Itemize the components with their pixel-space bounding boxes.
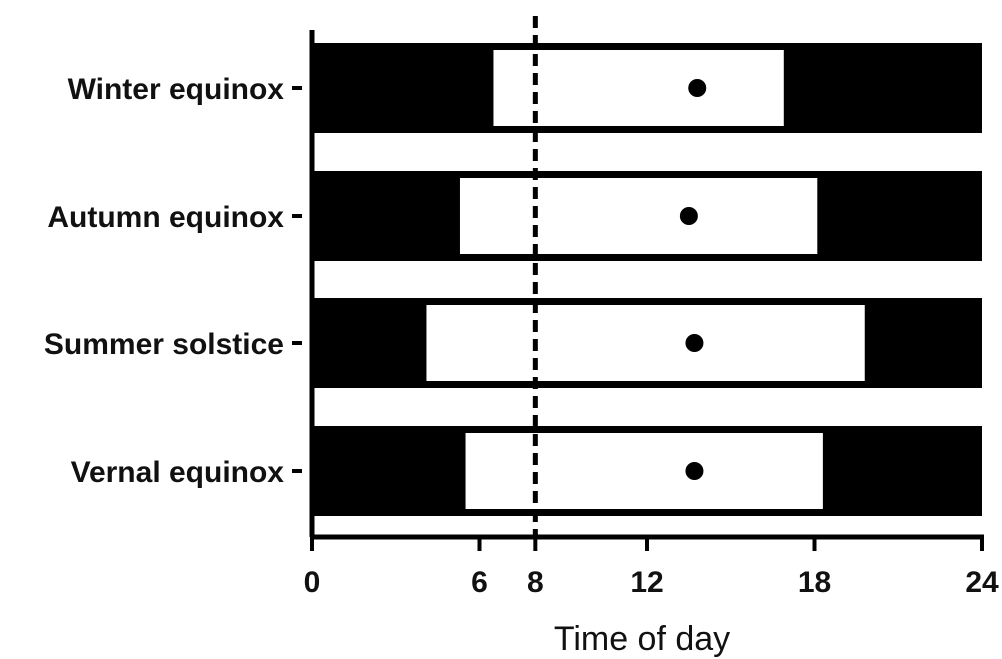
x-tick-label: 8: [527, 566, 544, 599]
x-tick-label: 6: [471, 566, 488, 599]
y-tick-label: Summer solstice: [44, 328, 284, 361]
light-bar: [459, 178, 818, 254]
data-point: [685, 462, 704, 480]
labels-layer: Winter equinox Autumn equinox Summer solst…: [44, 73, 999, 599]
y-tick-label: Autumn equinox: [47, 201, 284, 234]
x-axis-title: Time of day: [554, 620, 730, 658]
axes-layer: [292, 16, 984, 551]
x-tick-label: 24: [965, 566, 999, 599]
y-tick-label: Vernal equinox: [71, 456, 285, 489]
x-tick-label: 0: [304, 566, 321, 599]
data-point: [688, 79, 707, 97]
data-point: [679, 207, 698, 225]
bars-layer: [312, 43, 982, 516]
light-bar: [426, 305, 865, 381]
x-tick-label: 12: [630, 566, 663, 599]
y-tick-label: Winter equinox: [68, 73, 285, 106]
light-bar: [493, 50, 784, 126]
light-bar: [465, 433, 823, 509]
data-point: [685, 334, 704, 352]
x-tick-label: 18: [798, 566, 831, 599]
